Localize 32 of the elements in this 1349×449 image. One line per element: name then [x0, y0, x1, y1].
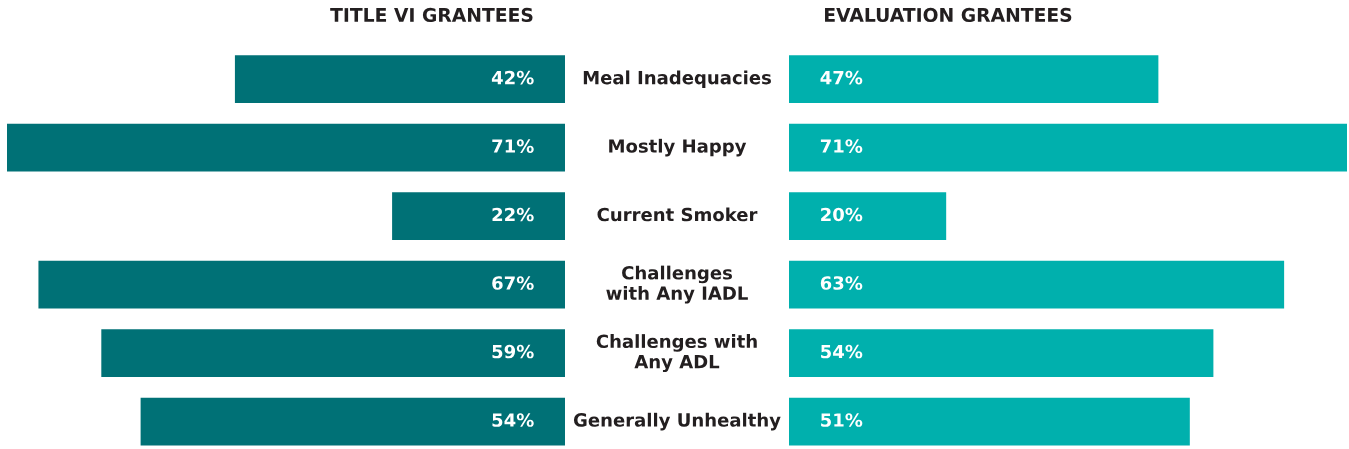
- data-label: 63%: [820, 276, 863, 290]
- data-label: 59%: [492, 344, 534, 359]
- y-tick-label: Meal Inadequacies: [583, 70, 771, 88]
- data-label: 51%: [821, 413, 863, 427]
- data-label: 42%: [491, 70, 534, 85]
- data-label: 54%: [492, 413, 534, 427]
- bar: [789, 192, 947, 241]
- data-label: 71%: [492, 139, 534, 153]
- data-label: 47%: [820, 70, 863, 85]
- data-label: 67%: [492, 276, 534, 290]
- y-tick-label: Current Smoker: [597, 207, 758, 222]
- data-label: 20%: [821, 207, 863, 222]
- bar: [7, 123, 565, 172]
- y-tick-label: Challenges with Any IADL: [606, 265, 748, 304]
- data-label: 22%: [492, 207, 534, 222]
- chart-title: EVALUATION GRANTEES: [825, 7, 1072, 23]
- bar: [234, 55, 565, 104]
- bar: [392, 192, 565, 241]
- bar: [789, 55, 1159, 104]
- data-label: 54%: [821, 344, 863, 359]
- bar: [140, 397, 565, 446]
- y-tick-label: Mostly Happy: [609, 138, 747, 157]
- bar: [789, 329, 1214, 378]
- bar: [789, 397, 1190, 446]
- y-tick-label: Challenges with Any ADL: [596, 334, 757, 373]
- bar: [789, 260, 1285, 309]
- y-tick-label: Generally Unhealthy: [573, 412, 781, 431]
- chart-title: TITLE VI GRANTEES: [330, 7, 533, 23]
- bar: [38, 260, 565, 309]
- bar: [789, 123, 1347, 172]
- bar: [101, 329, 565, 378]
- data-label: 71%: [820, 139, 863, 153]
